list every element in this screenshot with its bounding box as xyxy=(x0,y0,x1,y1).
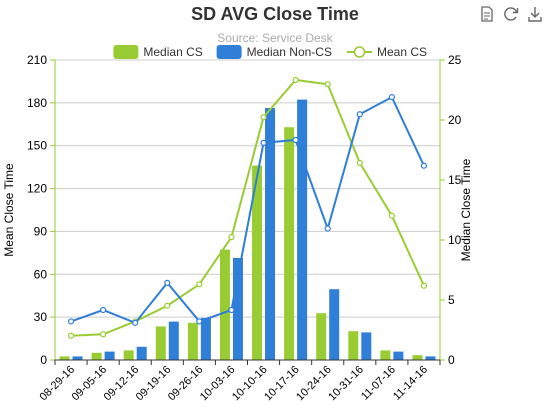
bar[interactable] xyxy=(393,351,404,360)
legend-label[interactable]: Mean CS xyxy=(377,45,427,59)
y-tick-label-right: 0 xyxy=(448,353,455,367)
x-tick-label: 11-14-16 xyxy=(391,364,430,403)
bar[interactable] xyxy=(329,289,340,360)
bar[interactable] xyxy=(316,313,327,360)
data-point[interactable] xyxy=(420,282,428,289)
y-tick-label-left: 180 xyxy=(27,96,47,110)
y-tick-label-left: 60 xyxy=(34,267,48,281)
y-tick-label-right: 25 xyxy=(448,53,462,67)
data-point[interactable] xyxy=(67,318,75,325)
y-axis-label-right: Median Close Time xyxy=(459,158,473,261)
y-tick-label-left: 150 xyxy=(27,139,47,153)
data-point[interactable] xyxy=(228,234,235,241)
chart-subtitle: Source: Service Desk xyxy=(217,31,333,45)
grid xyxy=(55,59,440,361)
save-image-icon[interactable] xyxy=(526,5,544,23)
y-tick-label-left: 120 xyxy=(27,182,47,196)
series-line xyxy=(70,95,425,325)
bar[interactable] xyxy=(91,352,102,360)
data-point[interactable] xyxy=(292,76,299,84)
bar[interactable] xyxy=(425,356,436,360)
y-tick-label-right: 15 xyxy=(448,173,462,187)
legend-marker xyxy=(353,46,366,58)
data-point[interactable] xyxy=(164,279,171,286)
data-view-icon[interactable] xyxy=(478,5,496,23)
lines xyxy=(67,76,428,339)
data-point[interactable] xyxy=(356,111,363,118)
data-point[interactable] xyxy=(164,302,171,309)
bar[interactable] xyxy=(265,108,276,360)
bar[interactable] xyxy=(155,326,166,360)
x-tick-label: 10-31-16 xyxy=(326,364,366,404)
bar[interactable] xyxy=(104,351,115,360)
bar[interactable] xyxy=(361,332,372,360)
data-point[interactable] xyxy=(196,318,203,325)
data-point[interactable] xyxy=(100,306,107,314)
y-tick-label-right: 10 xyxy=(448,233,462,247)
bar[interactable] xyxy=(59,356,70,360)
data-point[interactable] xyxy=(228,306,235,314)
legend[interactable]: Median CS Median Non-CS Mean CS xyxy=(113,45,427,59)
restore-icon[interactable] xyxy=(502,5,520,23)
data-point[interactable] xyxy=(292,136,299,144)
bar[interactable] xyxy=(232,258,243,360)
data-point[interactable] xyxy=(260,114,267,121)
bar[interactable] xyxy=(187,322,198,360)
bar[interactable] xyxy=(136,346,147,360)
legend-label[interactable]: Median Non-CS xyxy=(247,45,332,59)
bar[interactable] xyxy=(412,355,423,360)
data-point[interactable] xyxy=(196,281,203,288)
y-tick-label-left: 90 xyxy=(34,224,48,238)
y-tick-label-left: 30 xyxy=(34,310,48,324)
bar[interactable] xyxy=(252,165,263,360)
bar[interactable] xyxy=(284,127,295,360)
series-line xyxy=(70,78,425,337)
y-tick-label-left: 0 xyxy=(40,353,47,367)
data-point[interactable] xyxy=(132,319,139,326)
data-point[interactable] xyxy=(67,332,75,339)
toolbox xyxy=(478,5,544,23)
legend-swatch xyxy=(216,45,242,59)
legend-label[interactable]: Median CS xyxy=(143,45,202,59)
y-tick-label-right: 5 xyxy=(448,293,455,307)
bar[interactable] xyxy=(168,321,179,360)
bars xyxy=(59,99,436,360)
y-axis-label-left: Mean Close Time xyxy=(2,163,16,257)
data-point[interactable] xyxy=(100,331,107,338)
legend-swatch xyxy=(113,45,139,59)
bar[interactable] xyxy=(219,249,230,360)
bar[interactable] xyxy=(72,356,83,360)
data-point[interactable] xyxy=(260,139,267,146)
bar[interactable] xyxy=(123,350,134,360)
data-point[interactable] xyxy=(356,159,363,166)
y-tick-label-left: 210 xyxy=(27,53,47,67)
y-tick-label-right: 20 xyxy=(448,113,462,127)
chart-title: SD AVG Close Time xyxy=(191,4,359,24)
x-tick-label: 11-07-16 xyxy=(359,364,398,403)
bar[interactable] xyxy=(200,318,211,360)
bar[interactable] xyxy=(380,350,391,360)
bar[interactable] xyxy=(348,331,359,360)
data-point[interactable] xyxy=(420,162,428,169)
data-point[interactable] xyxy=(324,81,331,88)
data-point[interactable] xyxy=(388,212,395,219)
data-point[interactable] xyxy=(324,225,331,232)
bar[interactable] xyxy=(297,99,308,360)
data-point[interactable] xyxy=(388,94,395,101)
